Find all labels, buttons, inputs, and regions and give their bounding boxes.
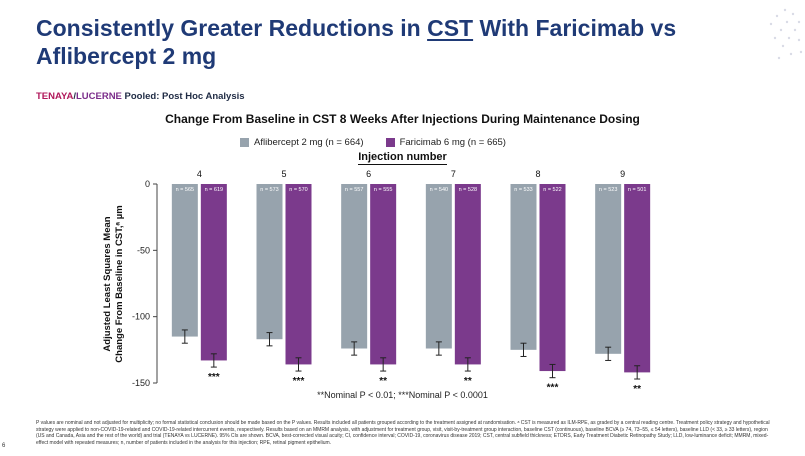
bar-faricimab: [200, 184, 227, 361]
bar-n-label: n = 573: [260, 187, 279, 193]
bar-n-label: n = 533: [514, 187, 533, 193]
significance-marker: **: [464, 376, 472, 387]
x-category-label: 8: [535, 169, 540, 179]
bar-faricimab: [624, 184, 651, 373]
x-category-label: 9: [620, 169, 625, 179]
x-category-label: 7: [451, 169, 456, 179]
decorative-dot-pattern: [769, 8, 803, 60]
title-part-2: With Faricimab vs Aflibercept 2 mg: [36, 15, 677, 69]
y-axis-title-line-1: Adjusted Least Squares Mean: [102, 216, 113, 351]
analysis-subtitle: TENAYA/LUCERNE Pooled: Post Hoc Analysis: [36, 91, 245, 102]
legend-swatch-faricimab: [385, 138, 395, 147]
legend-item-aflibercept: Aflibercept 2 mg (n = 664): [240, 137, 364, 148]
significance-note: **Nominal P < 0.01; ***Nominal P < 0.000…: [317, 390, 488, 400]
bar-n-label: n = 570: [289, 187, 308, 193]
y-axis-title: Adjusted Least Squares MeanChange From B…: [102, 205, 125, 362]
bar-n-label: n = 557: [345, 187, 364, 193]
bar-aflibercept: [171, 184, 198, 337]
bar-aflibercept: [341, 184, 368, 349]
significance-marker: ***: [547, 383, 559, 394]
subtitle-slash: /: [73, 91, 76, 102]
legend-swatch-aflibercept: [240, 138, 249, 147]
footnote-text: P values are nominal and not adjusted fo…: [36, 420, 770, 446]
y-tick-label: -150: [132, 378, 150, 388]
bar-n-label: n = 565: [176, 187, 195, 193]
bar-n-label: n = 619: [205, 187, 224, 193]
bar-n-label: n = 523: [599, 187, 618, 193]
chart-title: Change From Baseline in CST 8 Weeks Afte…: [165, 112, 640, 126]
x-axis-title-text: Injection number: [358, 151, 447, 165]
page-number: 6: [2, 443, 6, 449]
legend-item-faricimab: Faricimab 6 mg (n = 665): [385, 137, 506, 148]
significance-marker: **: [633, 384, 641, 395]
y-tick-label: 0: [145, 179, 150, 189]
subtitle-lucerne: LUCERNE: [75, 91, 122, 102]
x-category-label: 4: [197, 169, 202, 179]
x-category-label: 6: [366, 169, 371, 179]
bar-n-label: n = 501: [628, 187, 647, 193]
subtitle-tenaya: TENAYA: [36, 91, 74, 102]
bar-aflibercept: [256, 184, 283, 340]
legend-label-aflibercept: Aflibercept 2 mg (n = 664): [254, 137, 364, 148]
title-part-1: Consistently Greater Reductions in: [36, 15, 428, 41]
bar-n-label: n = 555: [374, 187, 393, 193]
slide-title: Consistently Greater Reductions in CST W…: [36, 14, 736, 70]
significance-marker: **: [379, 376, 387, 387]
chart-legend: Aflibercept 2 mg (n = 664) Faricimab 6 m…: [240, 137, 506, 148]
bar-n-label: n = 522: [543, 187, 562, 193]
bar-n-label: n = 540: [430, 187, 449, 193]
bar-aflibercept: [595, 184, 622, 354]
bar-n-label: n = 528: [459, 187, 478, 193]
y-tick-label: -50: [137, 245, 150, 255]
y-tick-label: -100: [132, 312, 150, 322]
bar-aflibercept: [425, 184, 452, 349]
subtitle-rest: Pooled: Post Hoc Analysis: [121, 91, 245, 102]
bar-faricimab: [285, 184, 312, 365]
bar-faricimab: [539, 184, 566, 372]
bar-faricimab: [370, 184, 397, 365]
x-axis-title: Injection number: [0, 151, 805, 165]
significance-marker: ***: [208, 372, 220, 383]
legend-label-faricimab: Faricimab 6 mg (n = 665): [399, 137, 506, 148]
bar-faricimab: [454, 184, 481, 365]
significance-marker: ***: [293, 376, 305, 387]
title-underlined-term: CST: [427, 15, 474, 41]
bar-aflibercept: [510, 184, 537, 350]
y-axis-title-line-2: Change From Baseline in CST,ᵃ µm: [114, 205, 125, 362]
x-category-label: 5: [281, 169, 286, 179]
